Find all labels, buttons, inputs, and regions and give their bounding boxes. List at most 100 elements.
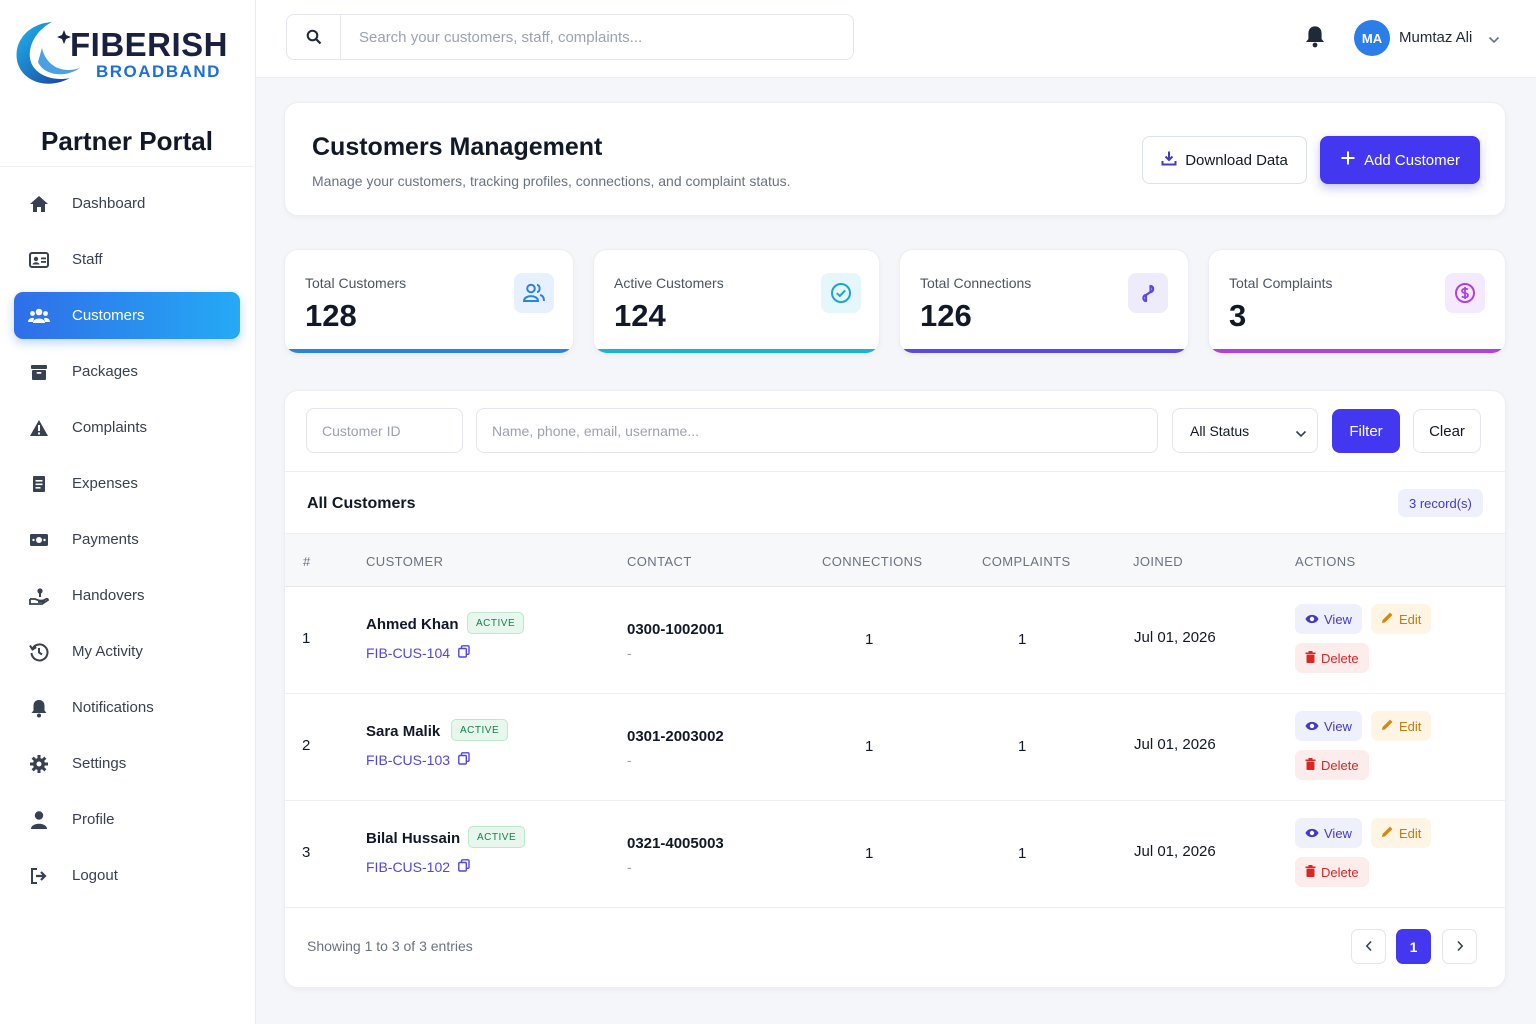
chevron-down-icon[interactable] — [1488, 31, 1500, 49]
sidebar-item-complaints[interactable]: Complaints — [14, 404, 240, 451]
view-label: View — [1324, 825, 1352, 841]
sidebar-item-handovers[interactable]: Handovers — [14, 572, 240, 619]
edit-button[interactable]: Edit — [1371, 604, 1432, 634]
id-card-icon — [28, 249, 50, 271]
stat-card-total-complaints: Total Complaints 3 — [1208, 249, 1506, 354]
customer-query-input[interactable] — [476, 408, 1158, 453]
sidebar-nav: Dashboard Staff Customers Packages Compl… — [14, 180, 240, 908]
customers-table-card: All Status Filter Clear All Customers 3 … — [284, 390, 1506, 988]
stat-card-total-connections: Total Connections 126 — [899, 249, 1189, 354]
copy-icon[interactable] — [458, 645, 470, 661]
delete-button[interactable]: Delete — [1295, 750, 1369, 780]
stat-card-active-customers: Active Customers 124 — [593, 249, 880, 354]
sidebar-item-customers[interactable]: Customers — [14, 292, 240, 339]
sidebar-item-label: Staff — [72, 251, 103, 268]
customer-id-link[interactable]: FIB-CUS-102 — [366, 859, 470, 875]
sidebar-item-expenses[interactable]: Expenses — [14, 460, 240, 507]
view-button[interactable]: View — [1295, 604, 1362, 634]
stat-value: 124 — [614, 298, 666, 333]
clear-button[interactable]: Clear — [1413, 409, 1481, 453]
customer-id: FIB-CUS-103 — [366, 752, 451, 768]
column-header: CONTACT — [627, 554, 692, 569]
table-title: All Customers — [307, 495, 416, 512]
sidebar-item-label: Profile — [72, 811, 115, 828]
column-header: JOINED — [1133, 554, 1184, 569]
column-header: COMPLAINTS — [982, 554, 1071, 569]
stat-label: Total Complaints — [1229, 275, 1333, 291]
edit-button[interactable]: Edit — [1371, 818, 1432, 848]
stat-accent-bar — [1209, 349, 1505, 353]
sidebar-item-packages[interactable]: Packages — [14, 348, 240, 395]
search-icon[interactable] — [287, 15, 341, 59]
add-customer-button[interactable]: Add Customer — [1320, 136, 1480, 184]
filter-divider — [285, 471, 1505, 472]
delete-label: Delete — [1321, 650, 1359, 666]
edit-button[interactable]: Edit — [1371, 711, 1432, 741]
joined-date: Jul 01, 2026 — [1134, 843, 1216, 860]
delete-label: Delete — [1321, 864, 1359, 880]
sidebar-item-payments[interactable]: Payments — [14, 516, 240, 563]
check-circle-icon — [821, 273, 861, 313]
table-row: 1 Ahmed Khan ACTIVE FIB-CUS-104 0300-100… — [285, 587, 1505, 694]
global-search[interactable] — [286, 14, 854, 60]
stat-value: 3 — [1229, 298, 1247, 333]
sidebar-item-label: Expenses — [72, 475, 138, 492]
sidebar-item-my-activity[interactable]: My Activity — [14, 628, 240, 675]
sidebar-item-label: Customers — [72, 307, 145, 324]
customer-id-link[interactable]: FIB-CUS-104 — [366, 645, 470, 661]
status-badge: ACTIVE — [451, 719, 509, 741]
dollar-circle-icon — [1445, 273, 1485, 313]
sidebar-item-logout[interactable]: Logout — [14, 852, 240, 899]
sidebar-divider — [0, 166, 254, 167]
prev-page-button[interactable] — [1351, 929, 1386, 964]
status-select[interactable]: All Status — [1172, 408, 1318, 453]
sidebar-item-dashboard[interactable]: Dashboard — [14, 180, 240, 227]
hand-holding-icon — [28, 585, 50, 607]
view-label: View — [1324, 718, 1352, 734]
customer-id-input[interactable] — [306, 408, 463, 453]
customer-name[interactable]: Bilal Hussain — [366, 830, 461, 847]
notification-bell-icon[interactable] — [1304, 24, 1326, 53]
view-button[interactable]: View — [1295, 711, 1362, 741]
sidebar-item-profile[interactable]: Profile — [14, 796, 240, 843]
users-icon — [28, 305, 50, 327]
sidebar-item-settings[interactable]: Settings — [14, 740, 240, 787]
table-row: 3 Bilal Hussain ACTIVE FIB-CUS-102 0321-… — [285, 801, 1505, 908]
customer-id-link[interactable]: FIB-CUS-103 — [366, 752, 470, 768]
view-button[interactable]: View — [1295, 818, 1362, 848]
avatar[interactable]: MA — [1354, 20, 1390, 56]
sidebar: FIBERISH BROADBAND Partner Portal Dashbo… — [0, 0, 256, 1024]
copy-icon[interactable] — [458, 859, 470, 875]
row-number: 3 — [302, 844, 311, 861]
eye-icon — [1305, 719, 1319, 734]
trash-icon — [1305, 650, 1316, 666]
customer-name[interactable]: Sara Malik — [366, 723, 441, 740]
link-icon — [1128, 273, 1168, 313]
brand-logo[interactable]: FIBERISH BROADBAND — [12, 18, 242, 90]
customer-id: FIB-CUS-104 — [366, 645, 451, 661]
chevron-right-icon — [1456, 939, 1464, 955]
download-icon — [1161, 150, 1177, 170]
connections-count: 1 — [865, 738, 874, 755]
table-header: # CUSTOMER CONTACT CONNECTIONS COMPLAINT… — [285, 533, 1505, 587]
user-name[interactable]: Mumtaz Ali — [1399, 29, 1473, 46]
stat-label: Total Customers — [305, 275, 407, 291]
customer-name[interactable]: Ahmed Khan — [366, 616, 459, 633]
delete-button[interactable]: Delete — [1295, 643, 1369, 673]
search-input[interactable] — [341, 28, 841, 46]
stat-card-total-customers: Total Customers 128 — [284, 249, 574, 354]
sidebar-item-notifications[interactable]: Notifications — [14, 684, 240, 731]
customer-phone: 0301-2003002 — [627, 728, 724, 745]
page-button-current[interactable]: 1 — [1396, 929, 1431, 964]
delete-button[interactable]: Delete — [1295, 857, 1369, 887]
copy-icon[interactable] — [458, 752, 470, 768]
page-subtitle: Manage your customers, tracking profiles… — [312, 173, 791, 189]
sidebar-item-label: Logout — [72, 867, 118, 884]
stat-label: Total Connections — [920, 275, 1032, 291]
download-data-button[interactable]: Download Data — [1142, 136, 1307, 184]
stat-accent-bar — [285, 349, 573, 353]
sidebar-item-staff[interactable]: Staff — [14, 236, 240, 283]
stat-label: Active Customers — [614, 275, 724, 291]
filter-button[interactable]: Filter — [1332, 409, 1400, 453]
next-page-button[interactable] — [1442, 929, 1477, 964]
